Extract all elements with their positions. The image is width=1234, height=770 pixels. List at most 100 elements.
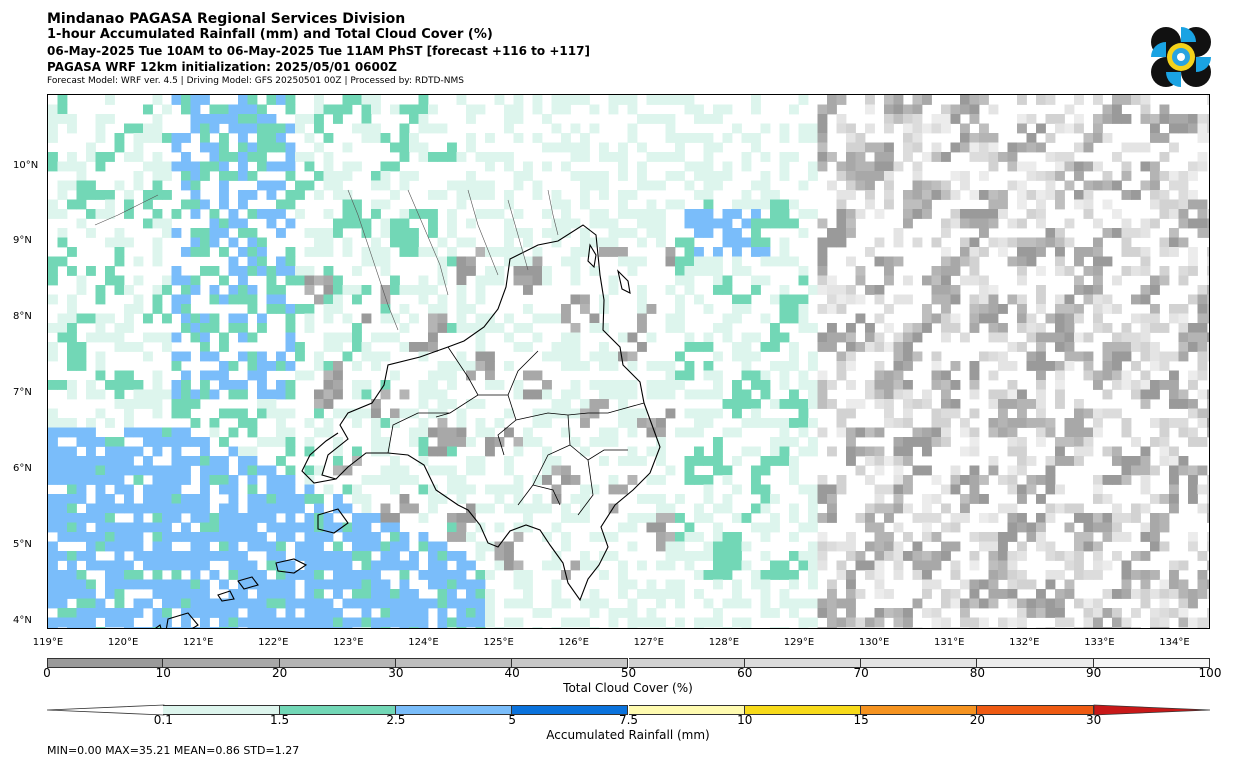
field-cell [1207, 541, 1209, 552]
field-cell [903, 114, 913, 124]
field-cell [456, 551, 467, 561]
field-cell [969, 494, 980, 504]
field-cell [466, 237, 476, 248]
field-cell [48, 123, 58, 134]
field-cell [694, 513, 704, 523]
field-cell [922, 589, 932, 599]
field-cell [418, 399, 429, 409]
field-cell [618, 418, 628, 428]
field-cell [380, 161, 391, 172]
field-cell [1007, 598, 1018, 609]
field-cell [1036, 190, 1046, 200]
field-cell [428, 503, 438, 514]
field-cell [1007, 342, 1018, 352]
field-cell [1017, 579, 1027, 590]
field-cell [456, 522, 467, 533]
field-cell [285, 275, 296, 286]
field-cell [779, 598, 790, 609]
field-cell [979, 190, 989, 200]
field-cell [238, 551, 248, 561]
field-cell [979, 475, 989, 485]
field-cell [181, 627, 191, 628]
field-cell [456, 180, 467, 191]
field-cell [238, 570, 248, 580]
field-cell [950, 560, 961, 571]
field-cell [504, 427, 514, 438]
field-cell [171, 513, 182, 523]
field-cell [333, 522, 343, 533]
field-cell [285, 408, 296, 419]
field-cell [1102, 199, 1113, 210]
field-cell [1197, 285, 1208, 295]
field-cell [257, 152, 267, 162]
field-cell [295, 522, 305, 533]
field-cell [779, 237, 790, 248]
field-cell [808, 123, 818, 134]
field-cell [665, 114, 676, 124]
field-cell [466, 608, 476, 618]
field-cell [551, 579, 562, 590]
field-cell [1074, 190, 1084, 200]
field-cell [789, 532, 799, 542]
field-cell [998, 209, 1008, 219]
field-cell [314, 513, 324, 523]
field-cell [751, 285, 761, 295]
field-cell [675, 95, 685, 105]
field-cell [722, 218, 733, 229]
field-cell [447, 551, 457, 561]
field-cell [1093, 370, 1103, 381]
field-cell [542, 142, 552, 153]
field-cell [637, 418, 647, 428]
field-cell [941, 408, 951, 419]
field-cell [1169, 579, 1179, 590]
init-time: PAGASA WRF 12km initialization: 2025/05/… [47, 60, 397, 74]
field-cell [865, 446, 875, 457]
field-cell [950, 256, 961, 267]
field-cell [475, 275, 486, 286]
field-cell [266, 494, 277, 504]
field-cell [751, 332, 761, 343]
field-cell [865, 560, 875, 571]
field-cell [190, 541, 201, 552]
field-cell [333, 380, 343, 390]
field-cell [817, 275, 828, 286]
field-cell [599, 237, 609, 248]
field-cell [808, 285, 818, 295]
field-cell [257, 123, 267, 134]
field-cell [969, 484, 980, 495]
field-cell [181, 465, 191, 476]
field-cell [399, 408, 410, 419]
field-cell [798, 551, 809, 561]
field-cell [589, 171, 600, 181]
field-cell [1026, 209, 1037, 219]
field-cell [304, 551, 315, 561]
field-cell [656, 494, 666, 504]
field-cell [893, 237, 904, 248]
field-cell [1121, 456, 1132, 466]
field-cell [95, 598, 106, 609]
field-cell [836, 475, 847, 485]
field-cell [741, 304, 752, 314]
field-cell [1102, 351, 1113, 362]
field-cell [219, 484, 229, 495]
field-cell [475, 152, 486, 162]
field-cell [1017, 123, 1027, 134]
field-cell [941, 617, 951, 628]
field-cell [1131, 437, 1141, 447]
field-cell [190, 123, 201, 134]
field-cell [855, 589, 866, 599]
field-cell [152, 380, 163, 390]
field-cell [418, 123, 429, 134]
field-cell [304, 285, 315, 295]
field-cell [238, 294, 248, 305]
field-cell [361, 570, 372, 580]
field-cell [722, 598, 733, 609]
field-cell [162, 313, 172, 324]
field-cell [485, 598, 495, 609]
field-cell [152, 560, 163, 571]
field-cell [627, 256, 638, 267]
field-cell [817, 218, 828, 229]
field-cell [76, 551, 87, 561]
field-cell [209, 351, 220, 362]
field-cell [561, 209, 571, 219]
